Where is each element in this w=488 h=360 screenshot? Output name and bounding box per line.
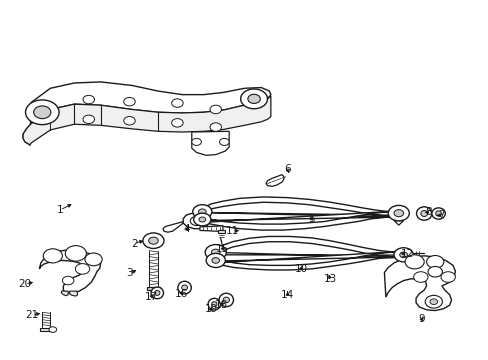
Polygon shape (191, 131, 229, 155)
Ellipse shape (431, 208, 445, 219)
Text: 14: 14 (281, 290, 294, 300)
Polygon shape (147, 287, 160, 290)
Ellipse shape (208, 298, 220, 310)
Text: 18: 18 (214, 300, 228, 310)
Polygon shape (40, 328, 53, 331)
Circle shape (75, 264, 89, 274)
Circle shape (426, 256, 443, 268)
Circle shape (62, 276, 74, 285)
Circle shape (211, 249, 220, 256)
Polygon shape (23, 82, 270, 145)
Circle shape (85, 253, 102, 266)
Text: 16: 16 (174, 289, 187, 298)
Polygon shape (393, 221, 403, 225)
Polygon shape (23, 96, 270, 145)
Circle shape (413, 272, 427, 282)
Text: 1: 1 (57, 205, 63, 215)
Circle shape (205, 244, 226, 260)
Circle shape (148, 237, 158, 244)
Circle shape (49, 327, 57, 332)
Circle shape (83, 115, 94, 123)
Circle shape (240, 89, 267, 109)
Ellipse shape (154, 291, 160, 295)
Polygon shape (213, 251, 401, 270)
Text: 5: 5 (307, 214, 314, 224)
Polygon shape (200, 226, 223, 231)
Circle shape (171, 118, 183, 127)
Circle shape (393, 210, 403, 217)
Circle shape (198, 209, 206, 215)
Ellipse shape (416, 207, 431, 220)
Circle shape (424, 295, 442, 308)
Circle shape (199, 217, 205, 222)
Polygon shape (200, 197, 396, 217)
Text: 9: 9 (418, 314, 424, 324)
Circle shape (43, 249, 62, 263)
Ellipse shape (178, 281, 191, 294)
Circle shape (34, 106, 51, 118)
Circle shape (393, 248, 412, 262)
Polygon shape (213, 237, 402, 258)
Polygon shape (61, 291, 68, 296)
Circle shape (123, 98, 135, 106)
Polygon shape (40, 250, 101, 293)
Text: 6: 6 (284, 165, 290, 174)
Circle shape (404, 255, 424, 269)
Polygon shape (69, 291, 78, 296)
Circle shape (190, 216, 203, 225)
Text: 10: 10 (294, 264, 307, 274)
Polygon shape (384, 256, 454, 311)
Circle shape (206, 253, 225, 267)
Text: 11: 11 (225, 226, 239, 236)
Circle shape (83, 95, 94, 104)
Circle shape (191, 138, 201, 145)
Circle shape (209, 105, 221, 114)
Circle shape (142, 233, 163, 248)
Text: 21: 21 (25, 310, 39, 320)
Circle shape (209, 123, 221, 131)
Text: 13: 13 (324, 274, 337, 284)
Text: 12: 12 (400, 249, 413, 259)
Circle shape (123, 117, 135, 125)
Circle shape (25, 100, 59, 125)
Polygon shape (217, 230, 225, 233)
Polygon shape (163, 222, 183, 232)
Polygon shape (183, 213, 209, 229)
Text: 19: 19 (204, 305, 217, 315)
Text: 7: 7 (437, 210, 444, 220)
Ellipse shape (420, 211, 427, 216)
Ellipse shape (151, 287, 163, 299)
Text: 20: 20 (19, 279, 32, 289)
Circle shape (65, 246, 86, 261)
Ellipse shape (223, 297, 229, 303)
Text: 3: 3 (126, 269, 133, 279)
Ellipse shape (219, 293, 233, 307)
Circle shape (171, 99, 183, 107)
Circle shape (427, 266, 442, 277)
Circle shape (193, 213, 210, 226)
Circle shape (211, 258, 219, 263)
Circle shape (399, 252, 407, 258)
Polygon shape (265, 175, 283, 186)
Text: 8: 8 (425, 207, 431, 217)
Circle shape (192, 205, 211, 219)
Text: 4: 4 (183, 224, 190, 234)
Ellipse shape (435, 211, 441, 216)
Circle shape (219, 138, 229, 145)
Text: 2: 2 (131, 239, 137, 248)
Polygon shape (200, 211, 396, 230)
Circle shape (387, 206, 408, 221)
Circle shape (429, 299, 437, 305)
Text: 17: 17 (144, 292, 157, 302)
Ellipse shape (211, 302, 217, 307)
Circle shape (247, 94, 260, 103)
Text: 15: 15 (216, 244, 229, 254)
Circle shape (440, 272, 454, 282)
Ellipse shape (182, 285, 187, 290)
